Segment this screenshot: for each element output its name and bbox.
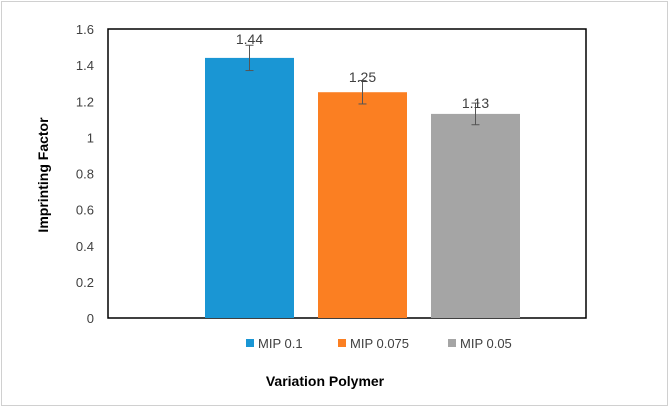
y-tick-label: 0.6 xyxy=(76,203,94,218)
y-tick-label: 1 xyxy=(87,130,94,145)
legend-label: MIP 0.075 xyxy=(350,336,409,351)
bar-MIP-0-05 xyxy=(431,113,520,318)
bar-MIP-0-1 xyxy=(205,57,294,319)
data-label: 1.44 xyxy=(236,31,263,47)
y-tick-label: 0.2 xyxy=(76,275,94,290)
y-tick-label: 0.8 xyxy=(76,167,94,182)
bar-MIP-0-075 xyxy=(318,92,407,318)
y-tick-label: 0 xyxy=(87,311,94,326)
y-axis-title: Imprinting Factor xyxy=(35,117,51,233)
y-tick-label: 1.2 xyxy=(76,94,94,109)
data-label: 1.13 xyxy=(462,95,489,111)
legend-swatch xyxy=(338,339,346,347)
y-tick-label: 0.4 xyxy=(76,239,94,254)
legend-swatch xyxy=(448,339,456,347)
legend-swatch xyxy=(246,339,254,347)
legend-label: MIP 0.05 xyxy=(460,336,512,351)
y-tick-label: 1.4 xyxy=(76,58,94,73)
legend-label: MIP 0.1 xyxy=(258,336,303,351)
x-axis-title: Variation Polymer xyxy=(266,373,385,389)
data-label: 1.25 xyxy=(349,69,376,85)
y-tick-label: 1.6 xyxy=(76,22,94,37)
